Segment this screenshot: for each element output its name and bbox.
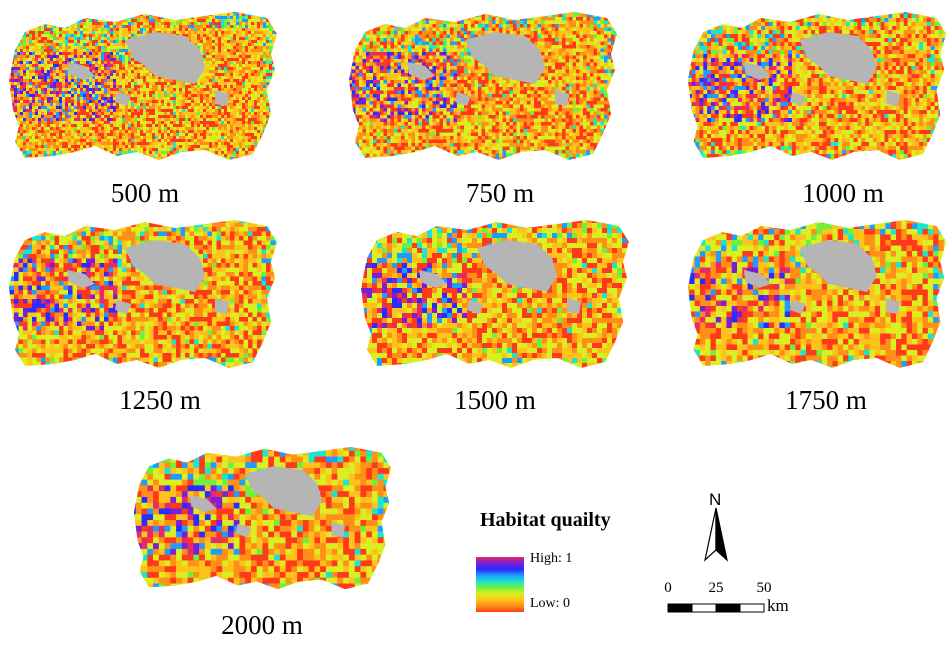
nodata-area — [467, 300, 483, 314]
panel-label: 1500 m — [454, 385, 536, 415]
nodata-area — [125, 32, 205, 84]
nodata-area — [67, 270, 95, 288]
nodata-area — [189, 495, 217, 513]
map-panel-1000m — [684, 10, 950, 168]
nodata-area — [567, 298, 581, 314]
legend-low-label: Low: 0 — [530, 596, 571, 611]
legend-ramp-rect — [476, 557, 524, 612]
panel-label: 1250 m — [119, 385, 201, 415]
nodata-area — [455, 92, 471, 106]
scale-segment — [715, 603, 741, 613]
nodata-area — [555, 90, 569, 106]
habitat-map-1250m — [9, 220, 277, 368]
scale-segment — [739, 603, 765, 613]
panel-label: 750 m — [465, 178, 535, 208]
north-label: N — [709, 490, 722, 509]
scale-bar — [667, 603, 765, 613]
raster-cells — [9, 12, 277, 160]
nodata-area — [790, 300, 806, 314]
nodata-area — [419, 270, 447, 288]
nodata-area — [743, 62, 771, 80]
habitat-map-1500m — [361, 220, 629, 368]
habitat-map-1000m — [687, 12, 947, 160]
panel-label: 1750 m — [785, 385, 867, 415]
habitat-map-1750m — [687, 220, 947, 368]
scale-tick-0: 0 — [664, 580, 672, 596]
north-arrow-icon — [704, 507, 728, 562]
scale-unit: km — [767, 596, 789, 615]
nodata-area — [790, 92, 806, 106]
nodata-area — [67, 62, 95, 80]
nodata-area — [215, 90, 229, 106]
map-panel-500m — [5, 10, 281, 168]
nodata-area — [331, 521, 346, 538]
nodata-area — [407, 62, 435, 80]
nodata-area — [235, 523, 251, 538]
map-panel-1500m — [357, 218, 633, 376]
nodata-area — [477, 240, 557, 292]
nodata-area — [799, 32, 877, 84]
map-panel-1750m — [684, 218, 950, 376]
map-panel-2000m — [130, 445, 395, 597]
scale-tick-25: 25 — [708, 580, 724, 596]
panel-label: 2000 m — [221, 610, 303, 640]
nodata-area — [115, 300, 131, 314]
legend-high-label: High: 1 — [530, 551, 573, 566]
map-furniture: N 0 25 50 km — [660, 490, 800, 620]
scale-segment — [667, 603, 693, 613]
legend-color-ramp — [476, 557, 524, 612]
raster-cells — [361, 220, 629, 368]
raster-cells — [687, 220, 947, 368]
habitat-map-750m — [349, 12, 617, 160]
nodata-area — [125, 240, 205, 292]
nodata-area — [886, 90, 900, 106]
nodata-area — [886, 298, 900, 314]
nodata-area — [215, 298, 229, 314]
nodata-area — [115, 92, 131, 106]
raster-cells — [349, 12, 617, 160]
legend-title: Habitat quailty — [480, 509, 611, 531]
nodata-area — [743, 270, 771, 288]
raster-cells — [133, 446, 392, 590]
habitat-map-2000m — [133, 446, 392, 590]
map-panel-1250m — [5, 218, 281, 376]
scale-tick-50: 50 — [756, 580, 772, 596]
nodata-area — [799, 240, 877, 292]
north-arrow-left-half — [704, 507, 717, 562]
map-panel-750m — [345, 10, 621, 168]
scale-segment — [691, 603, 717, 613]
raster-cells — [9, 220, 277, 368]
nodata-area — [465, 32, 545, 84]
raster-cells — [687, 12, 947, 160]
nodata-area — [245, 466, 323, 517]
panel-label: 500 m — [110, 178, 180, 208]
habitat-map-500m — [9, 12, 277, 160]
north-arrow-right-half — [715, 507, 728, 562]
panel-label: 1000 m — [802, 178, 884, 208]
